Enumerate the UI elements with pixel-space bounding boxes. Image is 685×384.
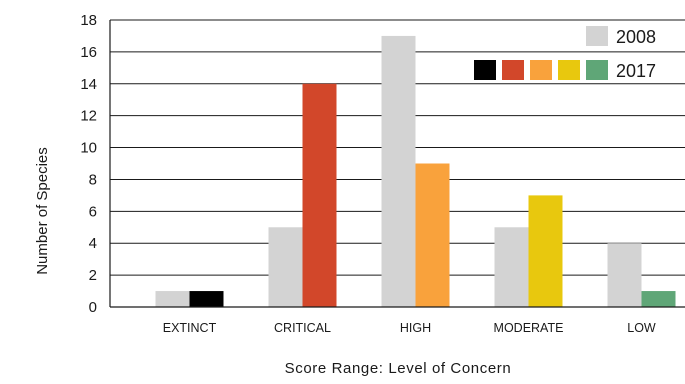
- axes: 0 2 4 6 8 10 12 14 16 18 EXTINCT CRITICAL HIGH MODERA…: [80, 12, 685, 335]
- bar-2017-low: [641, 291, 676, 307]
- legend-swatch-2017: [530, 60, 552, 80]
- bar-2008-high: [381, 35, 416, 307]
- legend-label-2008: 2008: [616, 27, 656, 47]
- bar-2017-high: [415, 163, 450, 307]
- legend-swatch-2008: [586, 26, 608, 46]
- y-tick-label: 8: [89, 171, 97, 188]
- y-tick-label: 14: [80, 76, 97, 93]
- y-tick-label: 2: [89, 267, 97, 284]
- bar-2008-extinct: [155, 291, 190, 307]
- legend-swatch-2017: [474, 60, 496, 80]
- x-tick-label: HIGH: [400, 321, 431, 335]
- y-tick-label: 16: [80, 44, 97, 61]
- legend: 2008 2017: [474, 26, 656, 81]
- y-axis-label: Number of Species: [34, 147, 51, 275]
- bars: [155, 35, 676, 308]
- x-tick-label: MODERATE: [494, 321, 564, 335]
- x-tick-label: LOW: [627, 321, 656, 335]
- bar-2017-moderate: [528, 195, 563, 307]
- y-tick-label: 10: [80, 140, 97, 157]
- legend-swatch-2017: [558, 60, 580, 80]
- legend-swatch-2017: [502, 60, 524, 80]
- bar-2017-critical: [302, 83, 337, 308]
- y-tick-label: 18: [80, 12, 97, 29]
- y-tick-label: 4: [89, 235, 97, 252]
- y-tick-label: 12: [80, 108, 97, 125]
- y-tick-label: 0: [89, 299, 97, 316]
- legend-label-2017: 2017: [616, 61, 656, 81]
- legend-swatch-2017: [586, 60, 608, 80]
- x-tick-label: EXTINCT: [163, 321, 217, 335]
- bar-2008-critical: [268, 227, 303, 307]
- bar-2008-low: [607, 243, 642, 307]
- x-axis-label: Score Range: Level of Concern: [285, 360, 512, 377]
- x-tick-label: CRITICAL: [274, 321, 331, 335]
- bar-2008-moderate: [494, 227, 529, 307]
- bar-2017-extinct: [189, 291, 224, 307]
- y-tick-label: 6: [89, 203, 97, 220]
